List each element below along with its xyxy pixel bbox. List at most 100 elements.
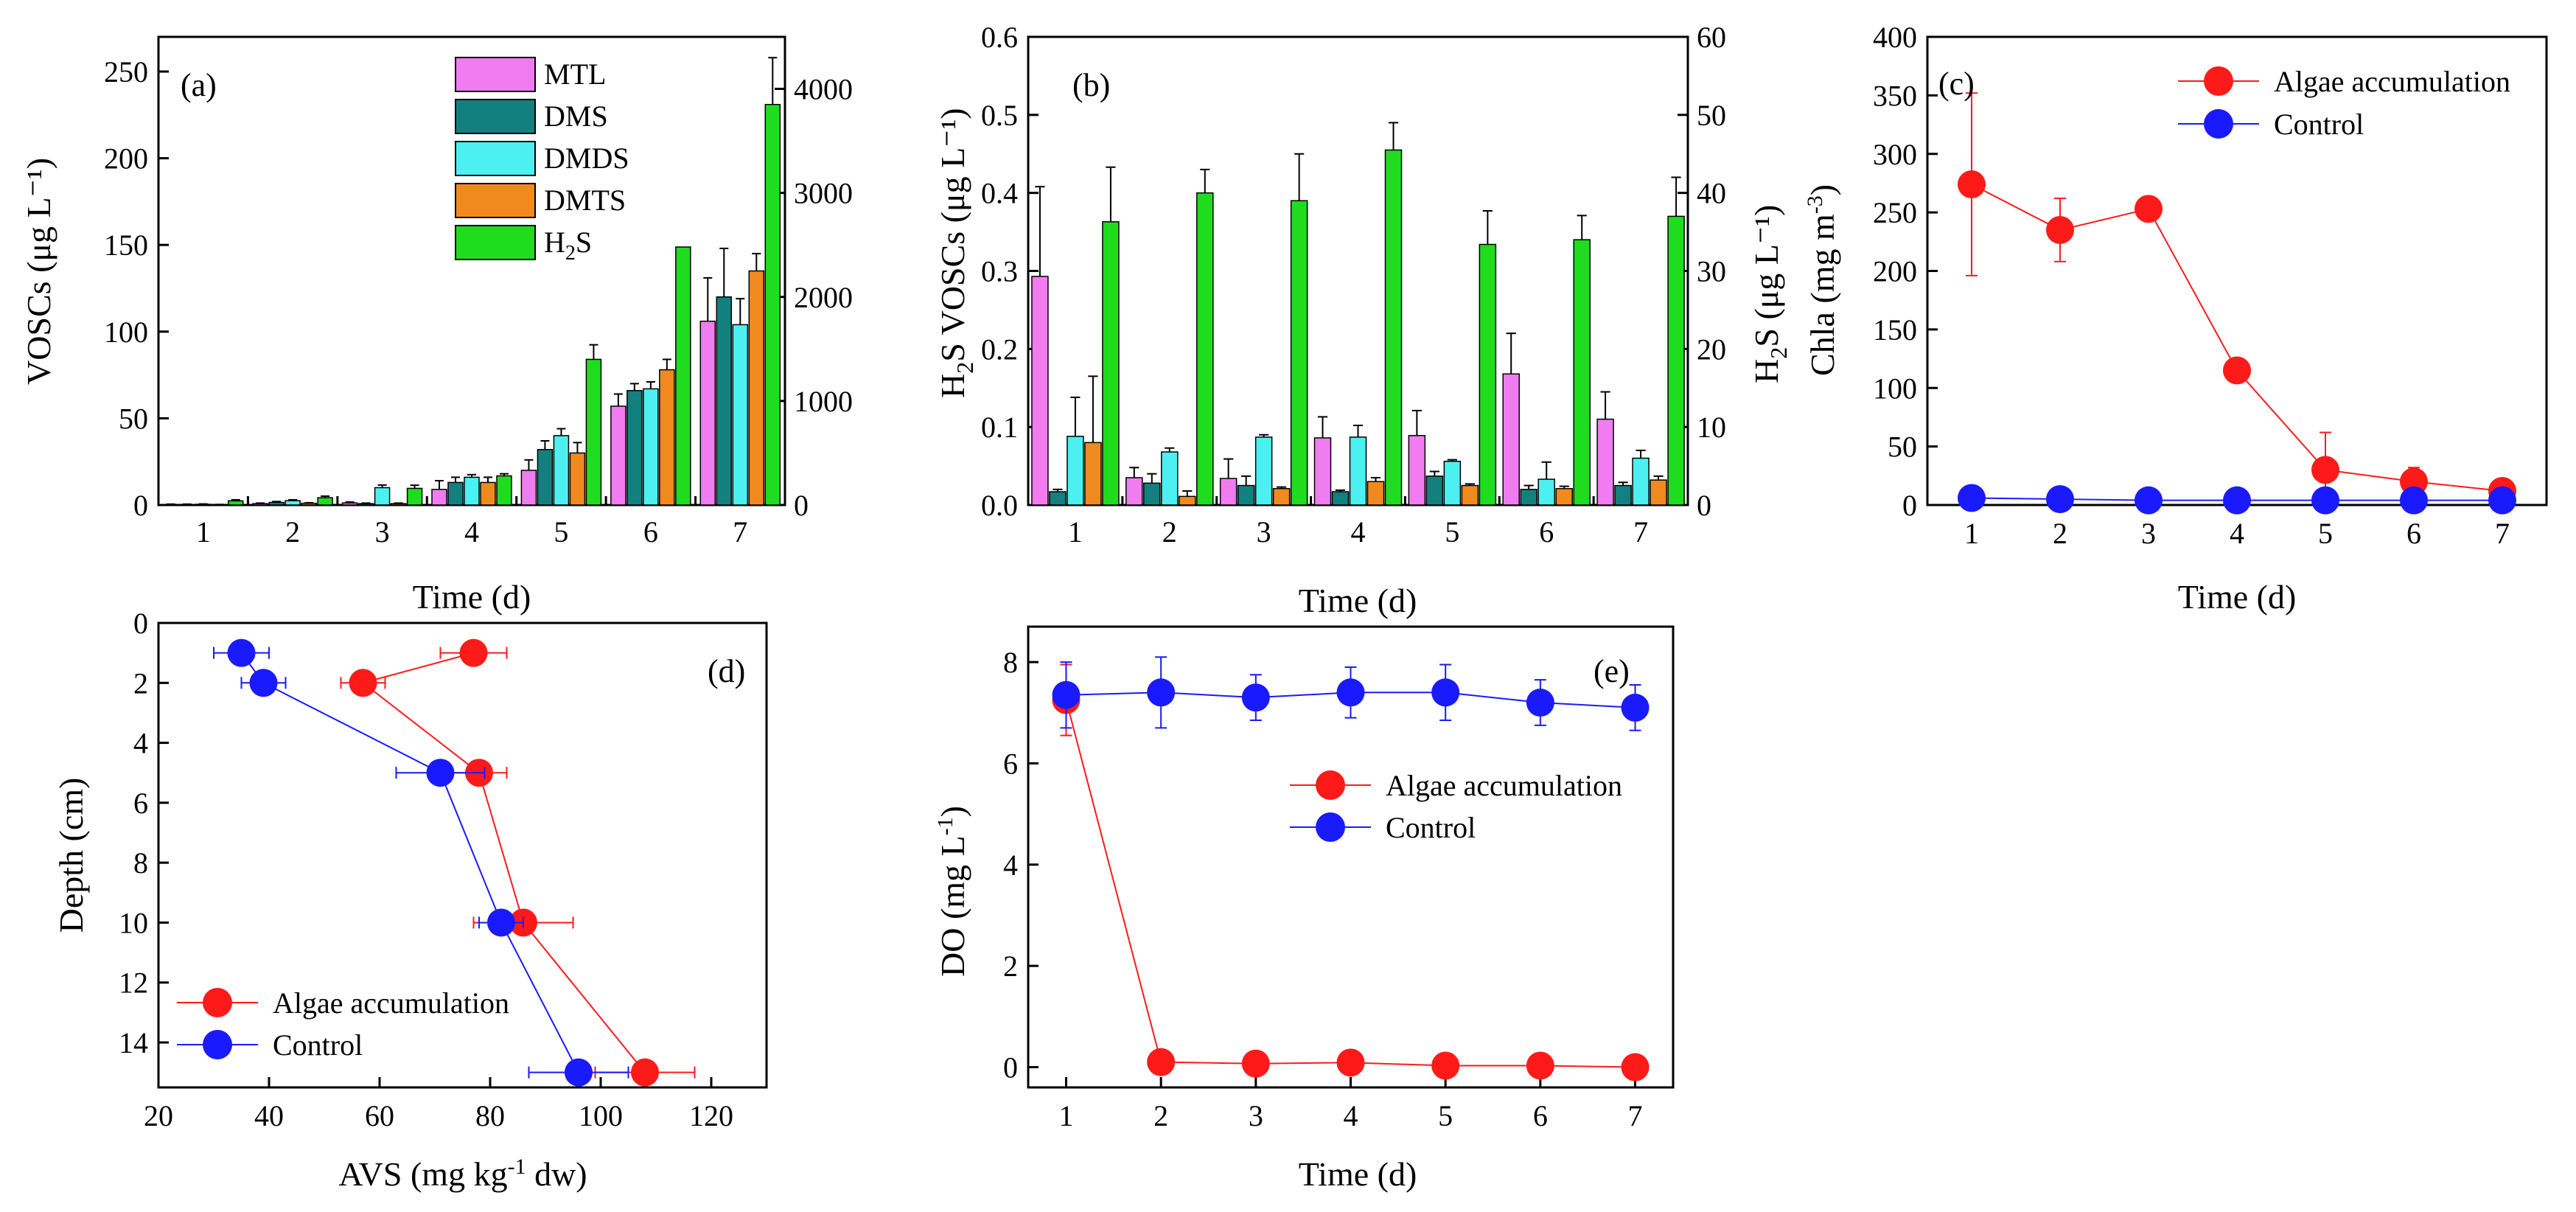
y-tick-label: 200 bbox=[1873, 255, 1917, 288]
bar-mtl-day-5 bbox=[1408, 435, 1426, 506]
y-tick-label: 0.5 bbox=[981, 99, 1018, 132]
data-point-control bbox=[1241, 683, 1270, 712]
legend-marker-control bbox=[2204, 109, 2233, 139]
data-point-algae-accumulation bbox=[2135, 195, 2163, 223]
x-tick-label: 7 bbox=[1633, 515, 1648, 548]
y-tick-label: 400 bbox=[1873, 21, 1917, 54]
bar-dmds-day-2 bbox=[1161, 451, 1179, 506]
panel-e-ylabel-end: ) bbox=[934, 806, 971, 817]
panel-b-y2label-main: H bbox=[1748, 359, 1785, 383]
data-point-control bbox=[2488, 486, 2516, 515]
y-tick-label: 2 bbox=[1003, 950, 1018, 983]
x-tick-label: 60 bbox=[365, 1099, 394, 1132]
panel-b-ylabel-sub: 2 bbox=[952, 362, 978, 374]
x-tick-label: 100 bbox=[579, 1099, 623, 1132]
x-tick-label: 5 bbox=[1438, 1099, 1453, 1132]
bar-h2s-day-4 bbox=[1384, 149, 1403, 506]
bar-dmds-day-1 bbox=[1067, 436, 1084, 506]
x-tick-label: 3 bbox=[375, 515, 390, 548]
bar-mtl-day-2 bbox=[1125, 477, 1143, 506]
x-tick-label: 5 bbox=[2318, 517, 2333, 550]
x-tick-label: 4 bbox=[1344, 1099, 1358, 1132]
x-tick-label: 1 bbox=[1068, 515, 1083, 548]
panel-a-y-axis-label: VOSCs (μg L⁻¹) bbox=[20, 158, 57, 385]
y2-tick-label: 10 bbox=[1697, 411, 1726, 444]
panel-e-plot-area: 1 2 3 4 5 6 7 0 2 4 6 8 bbox=[1003, 646, 1650, 1132]
panel-e-legend: Algae accumulation Control bbox=[1290, 769, 1622, 844]
bar-dmds-day-5 bbox=[1443, 460, 1462, 506]
bar-dms-day-2 bbox=[268, 501, 285, 506]
bar-dms-day-5 bbox=[1425, 476, 1444, 506]
panel-e-ylabel-sup: -1 bbox=[933, 817, 957, 835]
y-tick-label: 150 bbox=[104, 229, 148, 262]
panel-c-label: (c) bbox=[1938, 66, 1975, 102]
x-tick-label: 1 bbox=[196, 515, 211, 548]
x-tick-label: 2 bbox=[1153, 1099, 1168, 1132]
y-tick-label: 6 bbox=[1003, 747, 1018, 780]
panel-d-y-axis-label: Depth (cm) bbox=[52, 778, 90, 933]
bar-dmts-day-7 bbox=[1650, 479, 1667, 506]
legend-label-mtl: MTL bbox=[544, 58, 606, 91]
panel-d-x-axis-label: AVS (mg kg-1 dw) bbox=[338, 1154, 587, 1193]
y-tick-label: 0.4 bbox=[981, 177, 1018, 210]
bar-mtl-day-7 bbox=[699, 320, 716, 506]
panel-a-plot-area: 0 50 100 150 200 250 0 1000 2000 3000 4000 1 2 3 4 5 6 7 bbox=[104, 55, 853, 548]
y2-tick-label: 2000 bbox=[794, 281, 853, 314]
bar-dmds-day-3 bbox=[374, 487, 391, 506]
panel-a-x-axis-label: Time (d) bbox=[413, 578, 531, 616]
panel-e-ylabel-main: DO (mg L bbox=[934, 835, 971, 977]
panel-d-frame bbox=[157, 621, 768, 1089]
panel-c-y-axis-label: Chla (mg m-3) bbox=[1803, 184, 1841, 376]
legend-label-control: Control bbox=[273, 1028, 363, 1062]
data-point-algae-accumulation bbox=[2046, 215, 2074, 244]
data-point-algae-accumulation bbox=[349, 669, 377, 697]
y-tick-label: 100 bbox=[1873, 372, 1917, 405]
x-tick-label: 2 bbox=[285, 515, 300, 548]
x-tick-label: 5 bbox=[554, 515, 568, 548]
x-tick-label: 7 bbox=[2495, 517, 2510, 550]
legend-swatch-h2s bbox=[455, 225, 536, 260]
legend-marker-algae-accumulation bbox=[203, 988, 232, 1017]
bar-dms-day-2 bbox=[1143, 482, 1161, 506]
bar-dmts-day-2 bbox=[1179, 495, 1196, 506]
panel-b-label: (b) bbox=[1072, 67, 1110, 103]
data-point-algae-accumulation bbox=[1336, 1048, 1365, 1077]
panel-e-label: (e) bbox=[1594, 653, 1630, 689]
x-tick-label: 4 bbox=[1351, 515, 1366, 548]
bar-dmts-day-3 bbox=[1272, 488, 1291, 506]
data-point-algae-accumulation bbox=[1526, 1051, 1554, 1080]
panel-b-ylabel-rest: S VOSCs (μg L⁻¹) bbox=[934, 108, 971, 361]
panel-c-line-chart: 1 2 3 4 5 6 7 0 50 100 150 200 250 300 350 400 (c) Time… bbox=[1803, 21, 2548, 616]
panel-e-x-axis-label: Time (d) bbox=[1299, 1155, 1417, 1193]
bar-dms-day-7 bbox=[716, 296, 733, 506]
bar-dms-day-1 bbox=[1049, 491, 1067, 506]
y-tick-label: 0.0 bbox=[981, 489, 1018, 522]
legend-swatch-dms bbox=[455, 99, 536, 134]
bar-dmts-day-5 bbox=[1461, 484, 1479, 506]
x-tick-label: 40 bbox=[254, 1099, 284, 1132]
y2-tick-label: 20 bbox=[1697, 332, 1726, 366]
bar-dms-day-6 bbox=[626, 390, 643, 506]
bar-dms-day-7 bbox=[1614, 484, 1632, 506]
x-tick-label: 5 bbox=[1445, 515, 1459, 548]
y-tick-label: 4 bbox=[1003, 849, 1018, 882]
legend-label-h2s: H2S bbox=[544, 226, 592, 265]
panel-d-xlabel-end: dw) bbox=[526, 1155, 587, 1193]
data-point-control bbox=[1621, 693, 1650, 722]
bar-dmts-day-6 bbox=[659, 369, 675, 506]
series-line-algae-accumulation bbox=[1065, 700, 1636, 1068]
panel-a-label: (a) bbox=[181, 67, 217, 103]
y-tick-label: 0.1 bbox=[981, 411, 1018, 444]
bar-dmds-day-7 bbox=[1632, 457, 1650, 506]
y-tick-label: 50 bbox=[1888, 431, 1917, 464]
bar-dms-day-4 bbox=[1331, 491, 1350, 506]
x-tick-label: 6 bbox=[643, 515, 658, 548]
data-point-algae-accumulation bbox=[1958, 170, 1986, 199]
bar-mtl-day-1 bbox=[1031, 276, 1049, 506]
data-point-control bbox=[565, 1058, 593, 1087]
x-tick-label: 80 bbox=[475, 1099, 505, 1132]
bar-dmts-day-1 bbox=[1084, 442, 1102, 506]
x-tick-label: 6 bbox=[1539, 515, 1554, 548]
y-tick-label: 6 bbox=[133, 787, 148, 820]
x-tick-label: 4 bbox=[464, 515, 479, 548]
